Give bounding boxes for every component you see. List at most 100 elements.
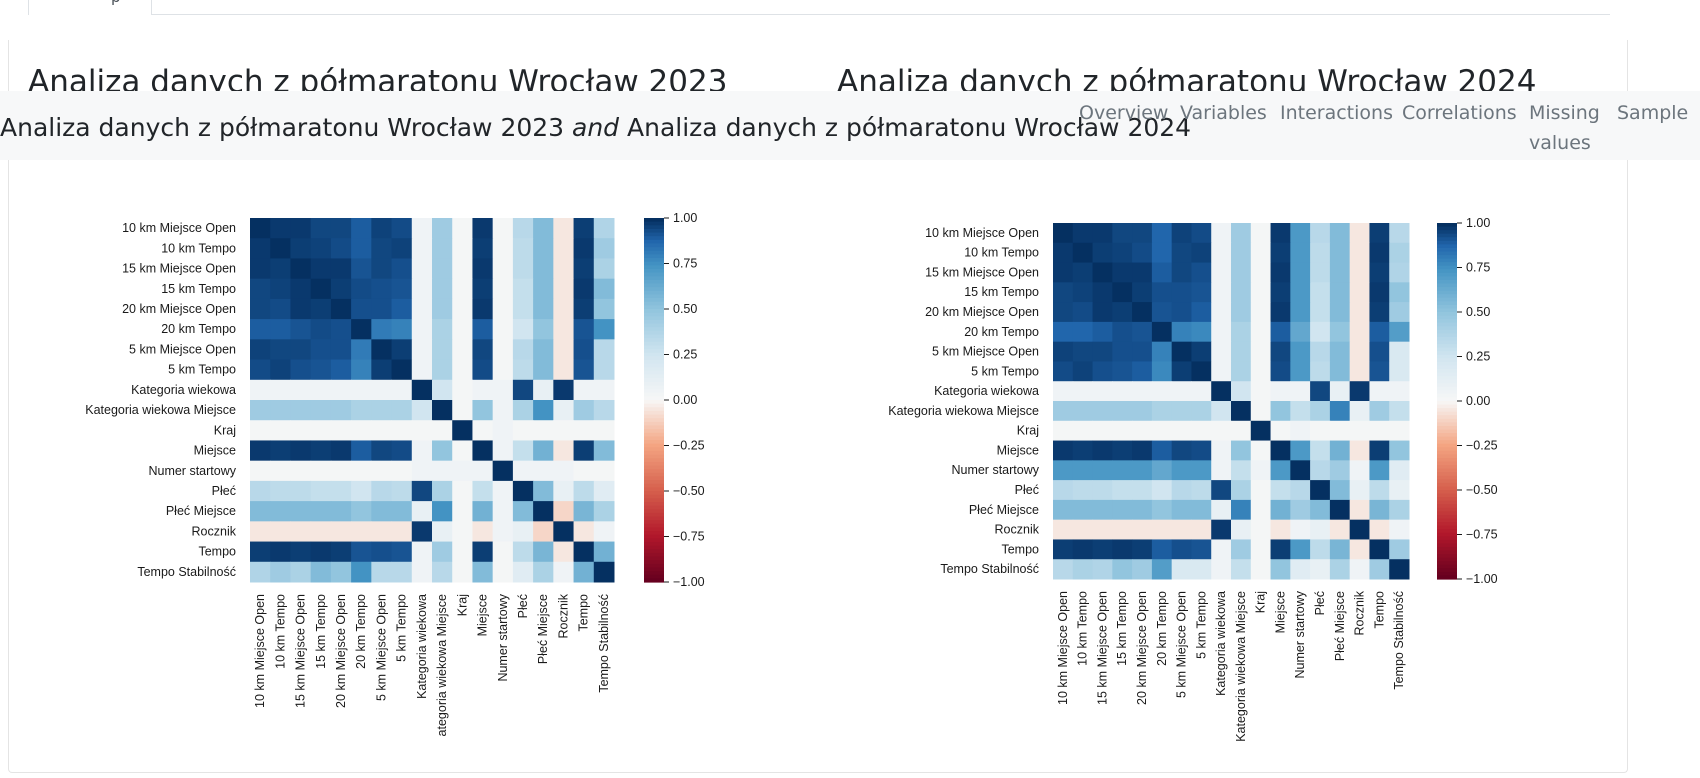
heatmap-cell (472, 521, 494, 543)
heatmap-cell (553, 440, 575, 462)
colorbar-segment (644, 250, 664, 255)
heatmap-cell (1310, 480, 1331, 501)
nav-variables[interactable]: Variables (1180, 102, 1267, 124)
heatmap-cell (310, 420, 332, 441)
heatmap-cell (1151, 302, 1173, 323)
colorbar-segment (644, 298, 664, 303)
heatmap-cell (1151, 440, 1173, 461)
heatmap-cell (1270, 519, 1291, 540)
heatmap-cell (1151, 361, 1173, 382)
heatmap-cell (492, 339, 514, 361)
y-tick-label: 15 km Miejsce Open (925, 265, 1039, 279)
colorbar-segment (644, 432, 664, 437)
heatmap-cell (533, 501, 554, 522)
y-tick-label: Płeć Miejsce (166, 504, 236, 518)
heatmap-cell (492, 258, 514, 280)
heatmap-cell (1191, 223, 1212, 244)
colorbar-segment (1437, 368, 1457, 374)
heatmap-cell (593, 298, 615, 320)
heatmap-cell (351, 359, 372, 381)
colorbar-segment (1437, 301, 1457, 306)
heatmap-cell (1092, 282, 1113, 303)
heatmap-cell (391, 440, 413, 462)
heatmap-cell (1092, 401, 1113, 422)
heatmap-cell (1151, 499, 1173, 521)
heatmap-cell (1053, 440, 1074, 461)
heatmap-cell (512, 258, 534, 280)
heatmap-cell (573, 541, 595, 563)
heatmap-cell (310, 400, 332, 421)
heatmap-cell (371, 379, 393, 401)
colorbar-segment (1437, 511, 1457, 516)
heatmap-cell (1211, 519, 1232, 540)
heatmap-cell (1211, 420, 1232, 442)
heatmap-cell (1369, 282, 1390, 303)
heatmap-cell (310, 521, 332, 543)
heatmap-cell (1151, 460, 1173, 481)
heatmap-cell (351, 521, 372, 543)
heatmap-cell (250, 561, 271, 583)
heatmap-cell (553, 561, 575, 583)
heatmap-cell (270, 400, 291, 421)
heatmap-cell (1132, 420, 1153, 442)
heatmap-cell (1290, 242, 1311, 264)
heatmap-cell (1290, 401, 1311, 422)
tab-active[interactable]: p (28, 0, 152, 15)
heatmap-cell (1250, 499, 1272, 521)
heatmap-cell (310, 561, 332, 583)
heatmap-cell (1211, 242, 1232, 264)
heatmap-cell (1349, 282, 1370, 303)
colorbar-segment (644, 407, 664, 412)
colorbar-segment (644, 349, 664, 354)
heatmap-cell (1053, 242, 1074, 264)
heatmap-cell (310, 440, 332, 462)
colorbar-segment (1437, 361, 1457, 366)
colorbar-segment (644, 268, 664, 274)
heatmap-cell (330, 218, 352, 239)
heatmap-cell (1389, 401, 1410, 422)
nav-interactions[interactable]: Interactions (1280, 102, 1393, 124)
heatmap-cell (1112, 519, 1133, 540)
heatmap-cell (593, 440, 615, 462)
y-tick-label: 5 km Tempo (168, 363, 236, 377)
heatmap-cell (250, 218, 271, 239)
y-tick-label: Kategoria wiekowa (131, 383, 236, 397)
nav-overview[interactable]: Overview (1079, 102, 1169, 124)
heatmap-cell (573, 440, 595, 462)
colorbar-segment (1437, 468, 1457, 473)
heatmap-cell (1310, 282, 1331, 303)
heatmap-cell (330, 561, 352, 583)
heatmap-cell (1389, 460, 1410, 481)
heatmap-cell (512, 298, 534, 320)
heatmap-cell (1270, 282, 1291, 303)
heatmap-cell (1231, 440, 1252, 461)
heatmap-cell (351, 501, 372, 522)
colorbar-segment (1437, 529, 1457, 534)
heatmap-cell (533, 278, 554, 300)
heatmap-cell (432, 561, 453, 583)
heatmap-cell (290, 298, 312, 320)
colorbar-segment (644, 574, 664, 579)
nav-correlations[interactable]: Correlations (1402, 102, 1517, 124)
x-tick-label: Płeć Miejsce (536, 594, 550, 664)
navbar-brand[interactable]: Analiza danych z półmaratonu Wrocław 202… (0, 113, 1191, 142)
nav-missing-values[interactable]: Missing values (1529, 102, 1600, 154)
heatmap-cell (411, 501, 433, 522)
heatmap-cell (1132, 321, 1153, 343)
heatmap-cell (492, 218, 514, 239)
nav-sample[interactable]: Sample (1617, 102, 1689, 124)
x-tick-label: 15 km Miejsce Open (294, 594, 308, 708)
x-tick-label: 5 km Miejsce Open (1175, 591, 1189, 698)
colorbar-segment (644, 381, 664, 387)
heatmap-cell (452, 218, 473, 239)
x-tick-label: 10 km Tempo (273, 594, 287, 669)
heatmap-cell (411, 238, 433, 259)
colorbar-segment (1437, 319, 1457, 324)
heatmap-cell (1231, 302, 1252, 323)
heatmap-cell (1072, 361, 1094, 382)
colorbar-segment (644, 356, 664, 361)
heatmap-cell (1112, 341, 1133, 362)
heatmap-cell (1290, 302, 1311, 323)
colorbar-segment (644, 501, 664, 507)
heatmap-cell (553, 359, 575, 381)
